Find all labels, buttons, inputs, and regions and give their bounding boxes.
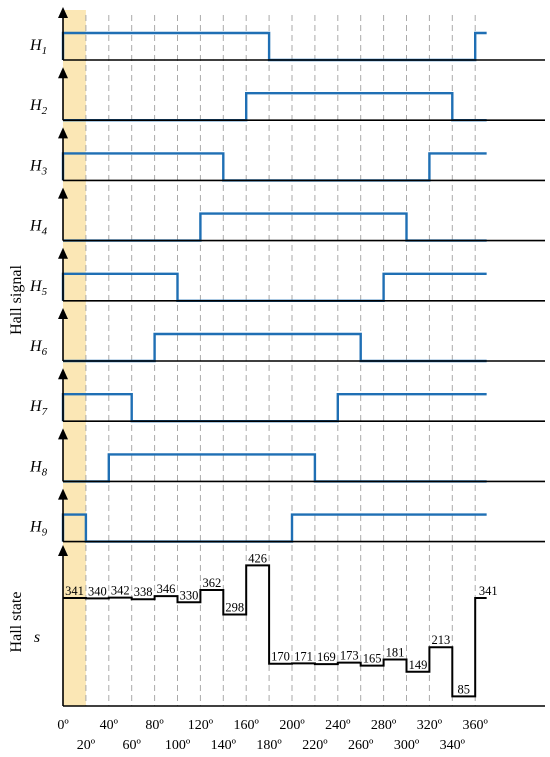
- x-tick-label-100: 100º: [165, 738, 191, 753]
- state-layer: [63, 564, 487, 698]
- signal-label-8: H8: [29, 458, 48, 478]
- hall-signal-5-waveform: [61, 272, 487, 302]
- signal-label-sub-2: 2: [42, 105, 48, 117]
- x-tick-label-300: 300º: [394, 738, 420, 753]
- axis-layer: [58, 7, 545, 707]
- signal-layer: [61, 31, 487, 543]
- hall-signal-axis-label: Hall signal: [8, 265, 25, 335]
- signal-axis-arrow-7: [58, 368, 68, 380]
- signal-axis-arrow-5: [58, 247, 68, 259]
- signal-label-7: H7: [29, 398, 48, 418]
- signal-label-5: H5: [29, 278, 48, 298]
- x-tick-label-280: 280º: [371, 718, 397, 733]
- state-value-label: 181: [386, 646, 405, 660]
- x-tick-label-60: 60º: [123, 738, 142, 753]
- state-value-label: 170: [271, 650, 290, 664]
- state-value-label: 173: [340, 649, 359, 663]
- signal-label-sub-9: 9: [42, 527, 48, 539]
- x-tick-label-40: 40º: [100, 718, 119, 733]
- state-value-label: 346: [157, 582, 176, 596]
- signal-label-sub-1: 1: [42, 45, 48, 57]
- hall-signal-1-waveform: [61, 31, 487, 62]
- signal-axis-arrow-3: [58, 127, 68, 139]
- x-tick-label-360: 360º: [463, 718, 489, 733]
- signal-label-sub-4: 4: [42, 226, 48, 238]
- x-tick-label-120: 120º: [188, 718, 214, 733]
- signal-label-6: H6: [29, 338, 48, 358]
- state-value-label: 169: [317, 650, 336, 664]
- state-axis-arrow: [58, 545, 68, 556]
- state-value-label: 330: [180, 588, 199, 602]
- state-value-label: 341: [479, 584, 498, 598]
- x-tick-label-140: 140º: [211, 738, 237, 753]
- x-tick-label-240: 240º: [325, 718, 351, 733]
- signal-label-sub-6: 6: [42, 346, 48, 358]
- signal-label-2: H2: [29, 97, 48, 117]
- signal-label-sub-7: 7: [42, 406, 48, 418]
- state-value-label: 342: [111, 584, 130, 598]
- hall-signal-3-waveform: [61, 152, 487, 182]
- hall-signal-6-waveform: [63, 332, 487, 363]
- x-tick-label-200: 200º: [279, 718, 305, 733]
- state-value-label: 213: [431, 633, 450, 647]
- state-value-label: 298: [225, 601, 244, 615]
- x-tick-label-160: 160º: [234, 718, 260, 733]
- hall-signal-8-waveform: [63, 453, 487, 483]
- state-value-label: 341: [65, 584, 84, 598]
- signal-axis-arrow-9: [58, 488, 68, 500]
- x-tick-label-80: 80º: [145, 718, 164, 733]
- state-symbol: s: [34, 629, 40, 646]
- state-value-label: 165: [363, 652, 382, 666]
- signal-label-sub-3: 3: [41, 165, 48, 177]
- state-value-label: 85: [458, 682, 471, 696]
- signal-label-sub-5: 5: [42, 286, 48, 298]
- signal-axis-arrow-1: [58, 7, 68, 18]
- x-tick-label-220: 220º: [302, 738, 328, 753]
- x-tick-label-180: 180º: [256, 738, 282, 753]
- state-value-label: 338: [134, 585, 153, 599]
- hall-state-axis-label: Hall state: [8, 592, 25, 653]
- x-tick-label-340: 340º: [440, 738, 466, 753]
- background-layer: [63, 10, 86, 706]
- signal-axis-arrow-8: [58, 428, 68, 440]
- signal-label-sub-8: 8: [42, 466, 48, 478]
- signal-label-3: H3: [29, 157, 48, 177]
- x-tick-label-260: 260º: [348, 738, 374, 753]
- signal-label-4: H4: [29, 218, 48, 238]
- state-value-label: 426: [248, 551, 267, 565]
- signal-label-9: H9: [29, 519, 48, 539]
- state-value-label: 340: [88, 584, 107, 598]
- hall-signal-4-waveform: [63, 212, 487, 242]
- x-tick-label-320: 320º: [417, 718, 443, 733]
- signal-axis-arrow-4: [58, 187, 68, 199]
- hall-signal-7-waveform: [61, 393, 487, 423]
- signal-label-1: H1: [29, 37, 47, 57]
- hall-signal-9-waveform: [61, 513, 487, 543]
- signal-axis-arrow-6: [58, 308, 68, 319]
- x-tick-label-0: 0º: [57, 718, 69, 733]
- state-value-label: 362: [202, 576, 221, 590]
- hall-state-steps: [63, 564, 487, 698]
- highlight-band: [63, 10, 86, 706]
- signal-axis-arrow-2: [58, 67, 68, 79]
- x-tick-label-20: 20º: [77, 738, 96, 753]
- label-layer: Hall signal Hall state s H1 H2 H3 H4 H5 H6 H7 H…: [8, 37, 498, 753]
- hall-signal-2-waveform: [63, 92, 487, 122]
- state-value-label: 149: [409, 658, 428, 672]
- state-value-label: 171: [294, 649, 313, 663]
